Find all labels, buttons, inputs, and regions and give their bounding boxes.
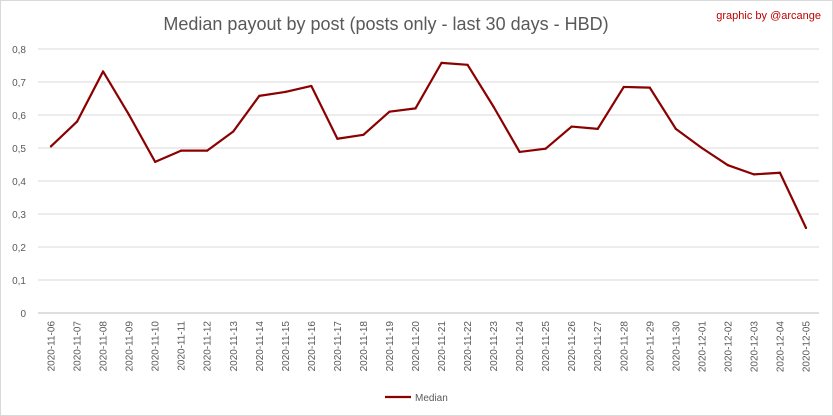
- x-tick-label: 2020-11-25: [541, 321, 552, 372]
- y-tick-label: 0: [20, 309, 26, 320]
- y-tick-label: 0,4: [12, 177, 26, 188]
- data-point: [518, 150, 521, 154]
- data-point: [128, 113, 131, 117]
- data-point: [570, 125, 573, 128]
- y-tick-label: 0,6: [12, 111, 26, 122]
- legend-label: Median: [415, 393, 448, 404]
- x-tick-label: 2020-11-20: [411, 321, 422, 372]
- data-point: [466, 63, 469, 66]
- y-tick-label: 0,8: [12, 45, 26, 56]
- x-tick-label: 2020-11-24: [515, 321, 526, 372]
- x-tick-label: 2020-11-06: [47, 321, 58, 372]
- y-tick-label: 0,1: [12, 276, 26, 287]
- y-tick-label: 0,3: [12, 210, 26, 221]
- x-tick-label: 2020-11-22: [463, 321, 474, 372]
- x-tick-label: 2020-11-27: [593, 321, 604, 372]
- series-layer: [49, 61, 808, 229]
- x-tick-label: 2020-11-12: [203, 321, 214, 372]
- x-tick-label: 2020-12-01: [697, 321, 708, 373]
- data-point: [622, 85, 625, 89]
- data-point: [414, 107, 417, 110]
- data-point: [310, 84, 313, 88]
- data-point: [440, 61, 443, 64]
- data-point: [180, 149, 183, 152]
- x-tick-label: 2020-11-23: [489, 321, 500, 372]
- x-tick-label: 2020-11-15: [281, 321, 292, 372]
- data-point: [388, 110, 391, 113]
- x-tick-label: 2020-11-13: [229, 321, 240, 372]
- x-tick-label: 2020-11-11: [177, 321, 188, 371]
- x-tick-label: 2020-11-28: [619, 321, 630, 372]
- series-line-median: [49, 61, 808, 229]
- data-point: [206, 149, 209, 152]
- data-point: [778, 171, 782, 174]
- x-tick-label: 2020-11-09: [125, 321, 136, 372]
- x-tick-label: 2020-12-05: [801, 321, 812, 373]
- chart-title: Median payout by post (posts only - last…: [163, 14, 608, 34]
- credit-label: graphic by @arcange: [716, 10, 821, 22]
- data-point: [258, 94, 261, 97]
- x-tick-label: 2020-11-19: [385, 321, 396, 372]
- y-tick-label: 0,2: [12, 243, 26, 254]
- data-point: [49, 145, 53, 148]
- x-tick-label: 2020-11-21: [437, 321, 448, 372]
- data-point: [674, 127, 677, 130]
- data-point: [362, 133, 365, 136]
- data-point: [544, 147, 547, 150]
- x-tick-label: 2020-11-16: [307, 321, 318, 372]
- data-point: [232, 130, 235, 133]
- data-point: [804, 226, 808, 229]
- x-tick-label: 2020-11-17: [333, 321, 344, 372]
- x-tick-label: 2020-11-14: [255, 321, 266, 372]
- data-point: [75, 120, 79, 123]
- data-point: [752, 173, 756, 176]
- data-point: [101, 70, 105, 73]
- data-point: [726, 164, 729, 167]
- x-tick-label: 2020-11-10: [151, 321, 162, 372]
- x-tick-label: 2020-12-04: [775, 321, 786, 373]
- data-point: [648, 86, 651, 89]
- x-tick-label: 2020-12-02: [723, 321, 734, 373]
- y-axis-ticks: 0 0,1 0,2 0,3 0,4 0,5 0,6 0,7 0,8: [12, 45, 26, 320]
- data-point: [596, 127, 599, 130]
- x-tick-label: 2020-11-08: [99, 321, 110, 372]
- y-tick-label: 0,5: [12, 144, 26, 155]
- x-tick-label: 2020-11-07: [73, 321, 84, 372]
- x-tick-label: 2020-11-30: [671, 321, 682, 372]
- y-tick-label: 0,7: [12, 78, 26, 89]
- data-point: [492, 105, 495, 108]
- legend: Median: [385, 393, 448, 404]
- x-tick-label: 2020-12-03: [749, 321, 760, 373]
- data-point: [154, 160, 157, 163]
- x-tick-label: 2020-11-18: [359, 321, 370, 372]
- data-point: [336, 137, 339, 140]
- x-axis-ticks: 2020-11-06 2020-11-07 2020-11-08 2020-11-09…: [47, 321, 813, 373]
- data-point: [700, 146, 703, 150]
- x-tick-label: 2020-11-26: [567, 321, 578, 372]
- data-point: [284, 90, 287, 93]
- x-tick-label: 2020-11-29: [645, 321, 656, 372]
- gridlines: [38, 48, 819, 314]
